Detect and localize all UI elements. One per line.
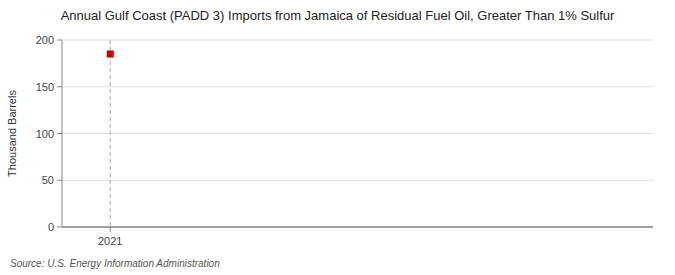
- y-tick-label: 200: [36, 34, 54, 46]
- plot-area: [107, 40, 114, 227]
- grid-line: [62, 86, 653, 87]
- y-tick-label: 150: [36, 81, 54, 93]
- point: [107, 51, 114, 58]
- y-tick-label: 100: [36, 128, 54, 140]
- y-tick: [57, 40, 62, 41]
- y-tick: [57, 227, 62, 228]
- grid-line: [62, 180, 653, 181]
- chart: Annual Gulf Coast (PADD 3) Imports from …: [0, 0, 675, 275]
- y-axis-line: [62, 40, 63, 227]
- x-tick-label: 2021: [98, 235, 122, 247]
- y-tick-label: 50: [42, 174, 54, 186]
- grid-line: [62, 227, 653, 228]
- y-tick: [57, 86, 62, 87]
- source: Source: U.S. Energy Information Administ…: [10, 258, 220, 269]
- grid-line: [62, 40, 653, 41]
- grid-line: [62, 133, 653, 134]
- y-tick: [57, 180, 62, 181]
- x-tick: [110, 227, 111, 232]
- reference-line: [110, 40, 111, 227]
- title: Annual Gulf Coast (PADD 3) Imports from …: [61, 8, 615, 23]
- y-tick: [57, 133, 62, 134]
- y-tick-label: 0: [48, 221, 54, 233]
- y-axis-label: Thousand Barrels: [6, 90, 18, 177]
- x-axis-line: [62, 227, 653, 228]
